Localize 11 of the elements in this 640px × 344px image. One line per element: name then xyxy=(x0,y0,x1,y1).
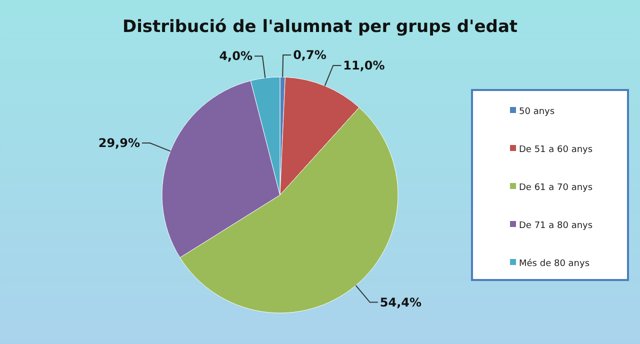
data-label: 54,4% xyxy=(380,295,422,310)
data-label: 0,7% xyxy=(293,48,326,62)
legend-label: De 71 a 80 anys xyxy=(519,221,593,231)
legend-label: De 51 a 60 anys xyxy=(519,145,593,155)
data-label: 4,0% xyxy=(219,49,252,64)
chart-title: Distribució de l'alumnat per grups d'edat xyxy=(122,17,518,37)
data-label: 11,0% xyxy=(343,58,385,72)
legend-label: De 61 a 70 anys xyxy=(519,183,593,193)
legend-label: Més de 80 anys xyxy=(519,258,590,269)
legend-label: 50 anys xyxy=(519,107,555,117)
data-label: 29,9% xyxy=(98,136,140,150)
